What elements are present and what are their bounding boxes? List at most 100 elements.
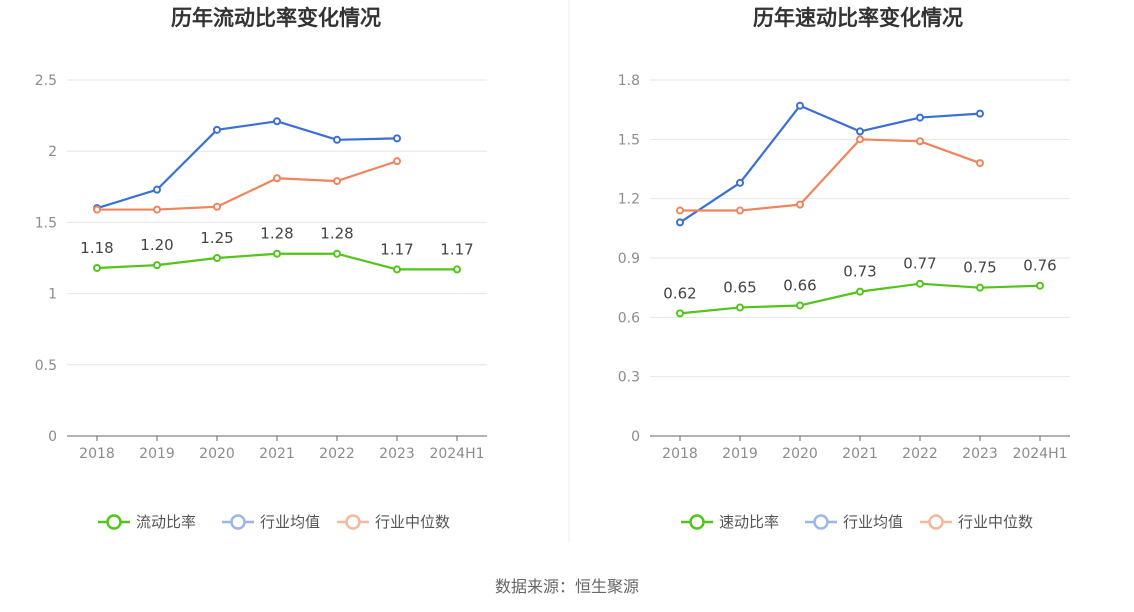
x-tick-label: 2024H1 <box>429 446 484 462</box>
data-label: 0.62 <box>663 284 696 302</box>
legend-label: 行业均值 <box>843 513 903 531</box>
data-point <box>856 287 864 296</box>
y-tick-label: 1.8 <box>618 73 640 89</box>
legend-marker <box>345 514 361 530</box>
legend-marker <box>813 514 829 530</box>
data-source: 数据来源：恒生聚源 <box>494 577 639 596</box>
data-label: 0.75 <box>963 259 996 277</box>
data-point <box>333 249 341 258</box>
data-label: 1.20 <box>140 236 173 254</box>
data-point <box>676 206 684 215</box>
legend-marker <box>928 514 944 530</box>
series-line <box>680 138 981 212</box>
legend-label: 速动比率 <box>719 513 779 531</box>
data-label: 1.17 <box>440 240 473 258</box>
x-tick-label: 2023 <box>962 446 998 462</box>
data-point <box>213 125 221 134</box>
x-tick-label: 2019 <box>139 446 175 462</box>
data-point <box>273 117 281 126</box>
x-tick-label: 2022 <box>319 446 355 462</box>
data-point <box>976 283 984 292</box>
data-point <box>796 301 804 310</box>
y-tick-label: 0 <box>48 429 57 445</box>
legend-label: 行业均值 <box>260 513 320 531</box>
data-point <box>93 205 101 214</box>
data-point <box>916 137 924 146</box>
x-tick-label: 2018 <box>662 446 698 462</box>
y-tick-label: 0.6 <box>618 310 640 326</box>
data-point <box>736 178 744 187</box>
y-tick-label: 1 <box>48 287 57 303</box>
legend-label: 流动比率 <box>136 513 196 531</box>
data-point <box>393 265 401 274</box>
data-point <box>796 200 804 209</box>
x-tick-label: 2020 <box>782 446 818 462</box>
data-point <box>676 309 684 318</box>
data-point <box>676 218 684 227</box>
y-tick-label: 2 <box>48 144 57 160</box>
y-tick-label: 0 <box>631 429 640 445</box>
chart-title: 历年速动比率变化情况 <box>753 6 963 30</box>
legend-label: 行业中位数 <box>375 513 450 531</box>
y-tick-label: 2.5 <box>35 73 57 89</box>
data-point <box>393 134 401 143</box>
data-point <box>213 254 221 262</box>
data-label: 0.77 <box>903 255 936 273</box>
legend-marker <box>106 514 122 530</box>
series-line <box>96 120 398 210</box>
legend-label: 行业中位数 <box>958 513 1033 531</box>
data-point <box>916 279 924 288</box>
x-tick-label: 2024H1 <box>1012 446 1067 462</box>
data-point <box>453 265 461 274</box>
data-point <box>333 135 341 144</box>
data-label: 1.17 <box>380 240 413 258</box>
chart-title: 历年流动比率变化情况 <box>171 6 381 30</box>
data-point <box>273 174 281 183</box>
data-point <box>736 303 744 312</box>
data-point <box>153 205 161 214</box>
chart-2: 历年速动比率变化情况 0 0.3 0.6 0.9 1.2 1.5 1.8 2018 2019 202… <box>618 6 1070 531</box>
legend-marker <box>230 514 246 530</box>
data-point <box>93 263 101 272</box>
data-label: 1.25 <box>200 229 233 247</box>
legend-marker <box>689 514 705 530</box>
x-tick-label: 2023 <box>379 446 415 462</box>
y-tick-label: 1.2 <box>618 192 640 208</box>
data-point <box>153 185 161 194</box>
y-tick-label: 1.5 <box>35 215 57 231</box>
x-tick-label: 2019 <box>722 446 758 462</box>
data-point <box>796 101 804 110</box>
data-point <box>976 159 984 168</box>
data-point <box>856 135 864 144</box>
data-point <box>213 202 221 211</box>
data-point <box>273 249 281 258</box>
x-tick-label: 2020 <box>199 446 235 462</box>
y-tick-label: 0.9 <box>618 251 640 267</box>
data-point <box>736 206 744 215</box>
x-tick-label: 2021 <box>259 446 295 462</box>
data-point <box>976 109 984 118</box>
data-label: 0.73 <box>843 263 876 281</box>
data-point <box>856 127 864 136</box>
data-label: 1.28 <box>260 225 293 243</box>
y-tick-label: 0.3 <box>618 370 640 386</box>
data-point <box>916 113 924 122</box>
data-label: 0.76 <box>1023 257 1056 275</box>
series-line <box>679 104 981 224</box>
data-label: 1.18 <box>80 239 113 257</box>
data-point <box>1036 281 1044 290</box>
chart-1: 历年流动比率变化情况 0 0.5 1 1.5 2 2.5 2018 2019 2020 2021 20… <box>35 6 487 531</box>
data-label: 1.28 <box>320 225 353 243</box>
y-tick-label: 0.5 <box>35 358 57 374</box>
x-tick-label: 2018 <box>79 446 115 462</box>
data-point <box>153 261 161 270</box>
data-point <box>333 177 341 186</box>
x-tick-label: 2021 <box>842 446 878 462</box>
y-tick-label: 1.5 <box>618 132 640 148</box>
data-label: 0.65 <box>723 278 756 296</box>
data-point <box>393 157 401 166</box>
x-tick-label: 2022 <box>902 446 938 462</box>
data-label: 0.66 <box>783 276 816 294</box>
